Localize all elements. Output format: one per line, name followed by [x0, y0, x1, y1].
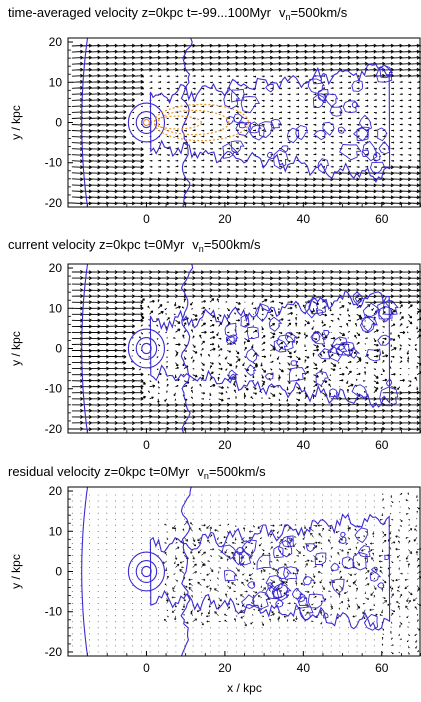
tail-contour	[142, 103, 250, 142]
galaxy-contour	[135, 336, 158, 361]
galaxy-core	[142, 118, 151, 127]
galaxy-contour	[127, 328, 166, 369]
arrow-field	[71, 43, 421, 206]
x-tick-label: 0	[143, 438, 150, 452]
x-tick-label: 60	[375, 212, 389, 226]
y-tick-label: 0	[55, 565, 62, 579]
chart-panel-3: residual velocity z=0kpc t=0Myr vn=500km/…	[8, 464, 421, 695]
shock-contour	[180, 264, 194, 433]
y-tick-label: -20	[45, 196, 63, 210]
x-tick-label: 0	[143, 212, 150, 226]
wake-contour	[149, 63, 391, 183]
galaxy-contour	[135, 559, 158, 584]
galaxy-contour	[141, 342, 152, 355]
y-tick-label: -20	[45, 645, 63, 659]
bow-contour	[81, 264, 89, 433]
plot-area	[71, 487, 421, 656]
x-tick-label: 40	[297, 212, 311, 226]
arrow-field	[71, 269, 421, 432]
plot-frame	[67, 263, 421, 434]
galaxy-contour	[127, 551, 166, 592]
y-axis-label: y / kpc	[9, 105, 23, 140]
density-contours	[81, 264, 399, 433]
density-contours	[81, 38, 394, 207]
plot-frame	[67, 37, 421, 208]
y-tick-label: 0	[55, 342, 62, 356]
chart-panel-2: current velocity z=0kpc t=0Myr vn=500km/s…	[8, 237, 421, 452]
y-tick-label: 0	[55, 116, 62, 130]
x-tick-label: 60	[375, 661, 389, 675]
bow-contour	[81, 487, 89, 656]
y-tick-label: -10	[45, 156, 63, 170]
velocity-arrows	[71, 269, 421, 432]
plot-frame	[67, 486, 421, 657]
y-tick-label: 20	[49, 35, 63, 49]
y-axis-label: y / kpc	[9, 554, 23, 589]
shock-contour	[180, 38, 193, 207]
galaxy-contour	[135, 110, 158, 135]
y-axis-label: y / kpc	[9, 331, 23, 366]
x-tick-label: 20	[218, 212, 232, 226]
chart-panel-1: time-averaged velocity z=0kpc t=-99...10…	[8, 5, 421, 226]
galaxy-contour	[141, 565, 152, 578]
y-tick-label: 10	[49, 524, 63, 538]
clump-contours	[224, 291, 399, 407]
shock-contour	[180, 487, 192, 656]
x-axis-label: x / kpc	[227, 681, 262, 695]
plot-area	[71, 264, 421, 433]
y-tick-label: 10	[49, 301, 63, 315]
x-tick-label: 0	[143, 661, 150, 675]
x-tick-label: 40	[297, 661, 311, 675]
y-tick-label: -10	[45, 382, 63, 396]
y-tick-label: 10	[49, 75, 63, 89]
y-tick-label: -10	[45, 605, 63, 619]
panel-title: current velocity z=0kpc t=0Myr vn=500km/s	[8, 237, 261, 254]
wake-contour	[149, 513, 391, 631]
galaxy-contour	[127, 102, 166, 143]
y-tick-label: -20	[45, 422, 63, 436]
plot-area	[71, 38, 421, 207]
y-tick-label: 20	[49, 261, 63, 275]
wake-contour	[149, 289, 391, 409]
panel-title: residual velocity z=0kpc t=0Myr vn=500km/…	[8, 464, 266, 481]
x-tick-label: 20	[218, 438, 232, 452]
velocity-arrows	[71, 43, 421, 206]
panel-title: time-averaged velocity z=0kpc t=-99...10…	[8, 5, 348, 22]
clump-contours	[221, 527, 391, 631]
x-tick-label: 60	[375, 438, 389, 452]
bow-contour	[81, 38, 89, 207]
y-tick-label: 20	[49, 484, 63, 498]
x-tick-label: 40	[297, 438, 311, 452]
x-tick-label: 20	[218, 661, 232, 675]
density-contours	[81, 487, 391, 656]
clump-contours	[222, 64, 394, 174]
